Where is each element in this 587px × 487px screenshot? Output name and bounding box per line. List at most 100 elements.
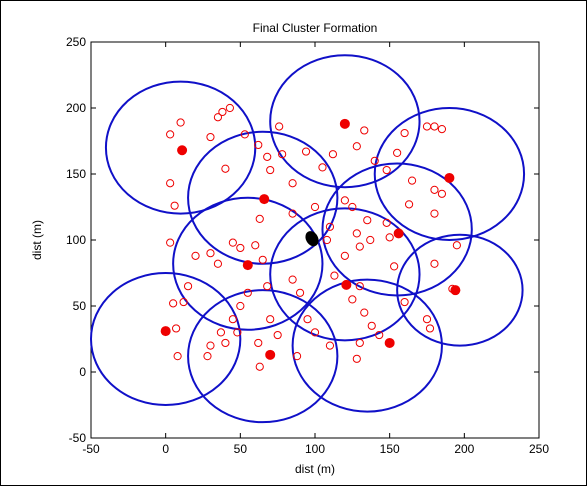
- sensor-node: [375, 330, 384, 340]
- sensor-node: [203, 352, 212, 361]
- cluster-head: [259, 194, 270, 205]
- sensor-node: [325, 222, 335, 231]
- y-tick-label: 250: [66, 35, 86, 49]
- y-tick-label: 0: [79, 365, 86, 379]
- sensor-node: [348, 295, 357, 304]
- cluster-boundary: [172, 196, 324, 331]
- sensor-node: [251, 241, 260, 250]
- sensor-node: [266, 315, 275, 324]
- y-tick-label: -50: [69, 431, 87, 445]
- sensor-node: [273, 330, 282, 340]
- sensor-node: [236, 301, 245, 311]
- sensor-node: [254, 338, 263, 348]
- cluster-boundary: [291, 278, 443, 413]
- sensor-node: [216, 328, 226, 337]
- sensor-node: [437, 189, 447, 198]
- x-tick-label: 150: [380, 442, 400, 456]
- sensor-node: [390, 262, 399, 271]
- sensor-node: [218, 107, 227, 117]
- sensor-node: [400, 297, 409, 307]
- cluster-boundaries: [90, 54, 526, 424]
- sensor-node: [385, 233, 394, 242]
- sensor-node: [221, 338, 230, 348]
- cluster-head: [177, 145, 188, 156]
- sensor-node: [301, 147, 311, 156]
- sensor-node: [348, 202, 357, 212]
- cluster-boundary: [90, 272, 242, 406]
- sensor-node: [310, 202, 320, 212]
- chart-title: Final Cluster Formation: [253, 21, 378, 35]
- sensor-node: [206, 249, 215, 258]
- y-tick-label: 50: [73, 299, 87, 313]
- sensor-node: [430, 122, 439, 131]
- sensor-node: [355, 338, 364, 348]
- sensor-node: [255, 362, 264, 371]
- cluster-boundary: [396, 233, 524, 347]
- sensor-node: [452, 241, 461, 250]
- x-tick-label: 200: [454, 442, 474, 456]
- sensor-node: [404, 200, 414, 209]
- sensor-node: [191, 251, 200, 260]
- y-axis: -50 0 50 100 150 200 250: [66, 35, 539, 445]
- sensor-nodes: [166, 103, 461, 371]
- sensor-node: [233, 328, 242, 337]
- sensor-node: [206, 341, 215, 350]
- sensor-node: [407, 176, 417, 185]
- sensor-node: [370, 156, 379, 165]
- y-axis-label: dist (m): [30, 220, 44, 260]
- cluster-boundary: [187, 289, 339, 424]
- sink-node: [305, 231, 319, 247]
- sensor-node: [254, 140, 263, 150]
- x-tick-label: -50: [82, 442, 100, 456]
- sensor-node: [236, 243, 245, 253]
- sensor-node: [172, 324, 181, 333]
- sensor-node: [213, 259, 223, 268]
- sensor-node: [228, 315, 237, 324]
- cluster-head: [160, 326, 171, 337]
- sensor-node: [263, 152, 272, 161]
- sensor-node: [382, 218, 391, 227]
- sensor-node: [330, 271, 339, 280]
- sensor-node: [170, 201, 179, 210]
- sensor-node: [295, 288, 305, 297]
- sensor-node: [173, 352, 182, 361]
- sensor-node: [243, 288, 252, 297]
- sensor-node: [425, 324, 435, 333]
- sensor-node: [169, 299, 178, 308]
- sensor-node: [303, 315, 312, 324]
- cluster-head: [341, 279, 352, 290]
- sensor-node: [325, 341, 335, 350]
- sensor-node: [310, 328, 320, 337]
- sensor-node: [166, 238, 175, 247]
- sensor-node: [221, 164, 230, 173]
- sensor-node: [340, 196, 349, 205]
- sensor-node: [292, 352, 302, 361]
- sensor-node: [263, 282, 272, 291]
- sensor-node: [430, 209, 439, 218]
- sensor-node: [367, 321, 376, 330]
- x-tick-label: 250: [529, 442, 549, 456]
- sensor-node: [382, 165, 391, 175]
- sensor-node: [206, 132, 215, 142]
- sensor-node: [213, 113, 223, 122]
- cluster-head: [384, 337, 395, 348]
- sensor-node: [355, 242, 364, 251]
- sensor-node: [352, 354, 361, 363]
- sensor-node: [176, 118, 185, 127]
- sensor-node: [360, 308, 369, 317]
- x-axis-label: dist (m): [295, 462, 335, 476]
- sensor-node: [393, 148, 402, 157]
- x-tick-label: 0: [162, 442, 169, 456]
- y-tick-label: 200: [66, 101, 86, 115]
- sensor-node: [278, 150, 287, 159]
- sensor-node: [328, 150, 338, 159]
- x-tick-label: 50: [234, 442, 248, 456]
- x-axis: -50 0 50 100 150 200 250: [82, 42, 549, 456]
- sink-node: [305, 231, 319, 247]
- x-tick-label: 100: [305, 442, 325, 456]
- cluster-head: [242, 260, 253, 271]
- sensor-node: [288, 209, 297, 218]
- sensor-node: [322, 235, 332, 245]
- sensor-node: [400, 128, 409, 138]
- sensor-node: [352, 229, 361, 238]
